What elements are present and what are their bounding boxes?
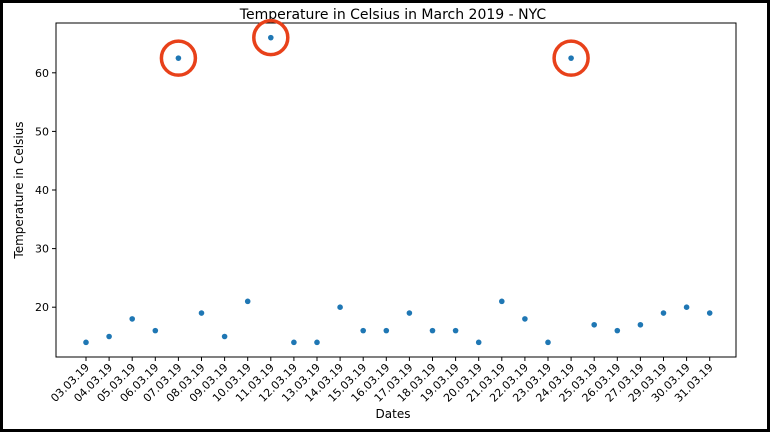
data-point [129, 316, 135, 322]
data-point [545, 339, 551, 346]
y-tick-label: 30 [35, 243, 49, 256]
data-point [499, 298, 505, 305]
data-point [406, 310, 413, 316]
y-axis: 20 30 40 50 60 [35, 67, 56, 314]
data-point [706, 310, 713, 316]
data-point [198, 310, 205, 316]
highlight-circle [552, 39, 590, 77]
data-point [314, 339, 320, 346]
data-point [83, 339, 89, 346]
data-point [360, 327, 367, 334]
data-point [591, 321, 597, 328]
y-tick-label: 40 [35, 184, 49, 197]
data-point [106, 333, 112, 340]
data-point [291, 339, 297, 346]
data-point [522, 316, 528, 322]
highlight-circles [159, 18, 590, 77]
x-axis: 03.03.1904.03.1905.03.1906.03.1907.03.19… [48, 357, 716, 405]
data-point [152, 327, 159, 334]
data-point [429, 327, 436, 334]
chart-title: Temperature in Celsius in March 2019 - N… [239, 7, 547, 23]
data-points [83, 34, 713, 346]
highlight-circle [159, 39, 198, 77]
data-point [175, 55, 182, 61]
data-point [683, 304, 690, 310]
data-point [614, 327, 621, 334]
scatter-chart: Temperature in Celsius in March 2019 - N… [12, 7, 737, 421]
y-tick-label: 50 [35, 125, 49, 138]
data-point [637, 321, 644, 328]
highlight-circle [252, 18, 290, 57]
y-axis-label: Temperature in Celsius [12, 121, 26, 259]
data-point [568, 55, 574, 61]
data-point [475, 339, 482, 346]
y-tick-label: 60 [35, 67, 49, 80]
x-axis-label: Dates [376, 407, 411, 421]
data-point [452, 327, 459, 334]
plot-area [55, 22, 737, 358]
data-point [221, 333, 228, 340]
data-point [244, 298, 251, 305]
y-tick-label: 20 [35, 301, 49, 314]
data-point [660, 310, 667, 316]
data-point [337, 304, 343, 310]
data-point [383, 327, 390, 334]
data-point [268, 34, 274, 41]
